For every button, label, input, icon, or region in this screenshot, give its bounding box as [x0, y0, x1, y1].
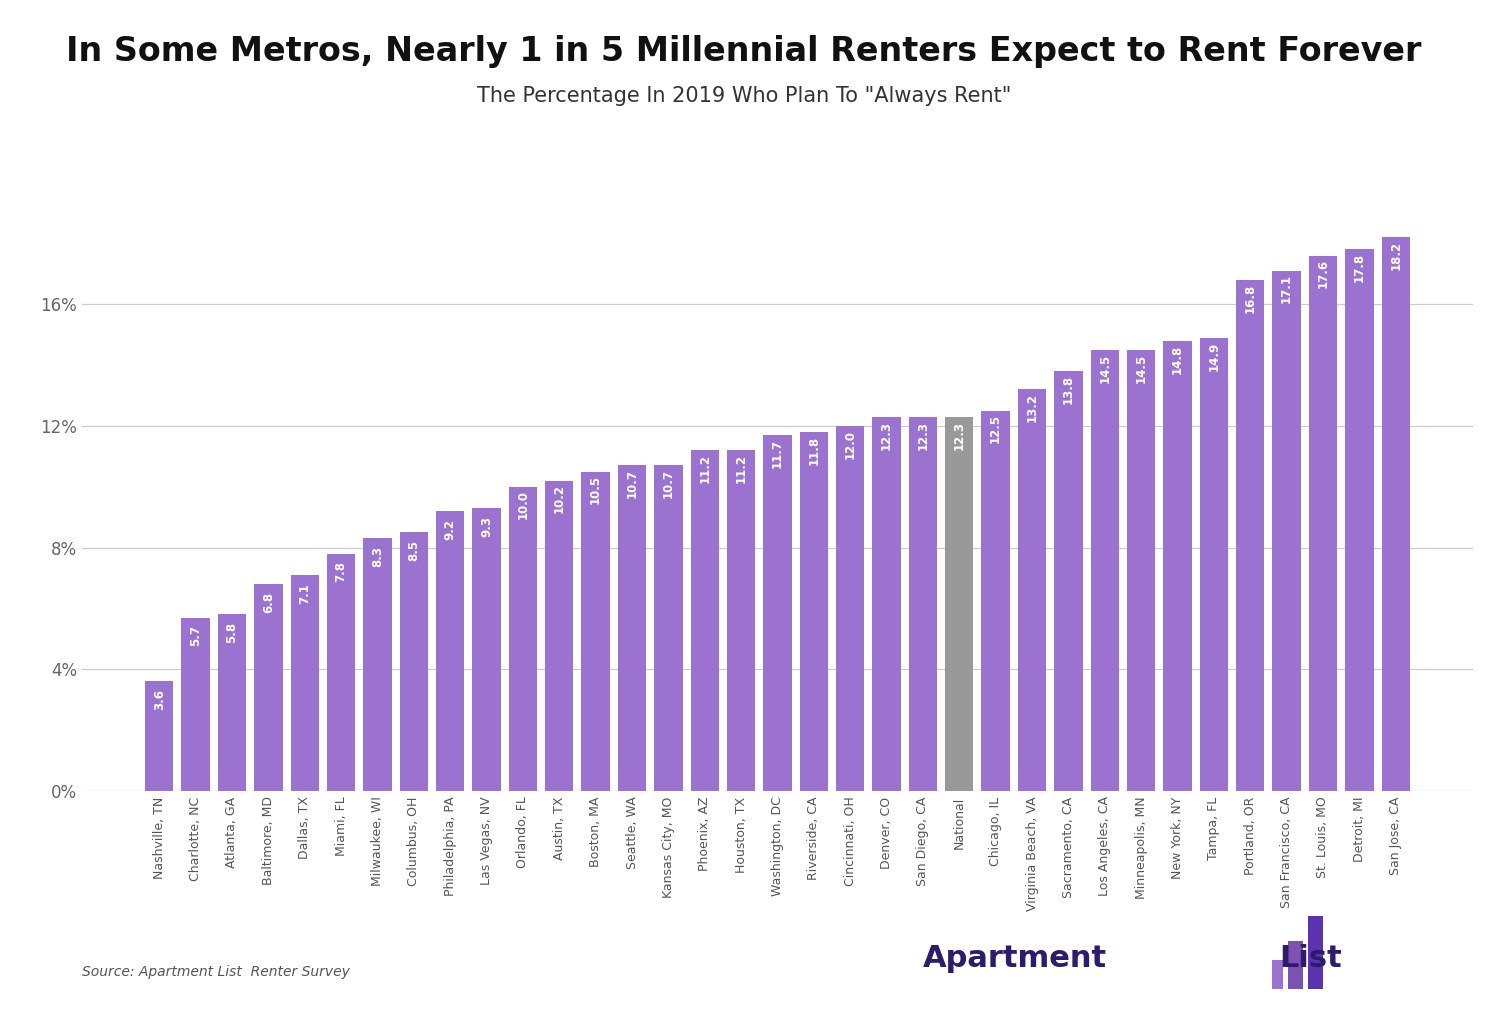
Bar — [1268, 960, 1283, 989]
Bar — [1054, 371, 1083, 791]
Text: 13.8: 13.8 — [1062, 375, 1074, 404]
Text: 8.3: 8.3 — [371, 547, 384, 567]
Bar — [1272, 271, 1301, 791]
Text: 6.8: 6.8 — [262, 592, 275, 612]
Bar — [1018, 389, 1046, 791]
Bar — [1381, 237, 1411, 791]
Text: 14.8: 14.8 — [1171, 345, 1184, 373]
Text: 18.2: 18.2 — [1390, 241, 1402, 270]
Bar — [545, 481, 573, 791]
Text: List: List — [1280, 944, 1342, 973]
Bar — [327, 554, 356, 791]
Bar — [690, 450, 719, 791]
Text: 10.7: 10.7 — [625, 469, 638, 498]
Bar — [909, 417, 937, 791]
Bar — [728, 450, 756, 791]
Text: 11.2: 11.2 — [698, 454, 711, 483]
Bar — [1308, 917, 1323, 989]
Bar — [655, 465, 683, 791]
Text: 11.2: 11.2 — [735, 454, 747, 483]
Bar — [799, 432, 827, 791]
Bar — [763, 435, 792, 791]
Bar — [509, 487, 537, 791]
Bar — [436, 511, 464, 791]
Bar — [1237, 280, 1265, 791]
Bar — [182, 618, 210, 791]
Bar — [618, 465, 646, 791]
Text: Source: Apartment List  Renter Survey: Source: Apartment List Renter Survey — [82, 964, 350, 979]
Bar — [400, 532, 429, 791]
Text: 12.3: 12.3 — [952, 421, 966, 449]
Bar — [1289, 941, 1303, 989]
Text: 5.8: 5.8 — [226, 623, 238, 643]
Text: 12.5: 12.5 — [990, 415, 1003, 443]
Text: 10.7: 10.7 — [662, 469, 676, 498]
Text: 9.3: 9.3 — [481, 516, 493, 536]
Bar — [1164, 341, 1192, 791]
Bar — [982, 411, 1010, 791]
Bar — [146, 681, 174, 791]
Bar — [1126, 350, 1155, 791]
Text: 10.2: 10.2 — [552, 485, 565, 513]
Text: 11.7: 11.7 — [771, 439, 784, 467]
Bar — [836, 426, 865, 791]
Bar — [254, 584, 283, 791]
Bar — [1199, 338, 1228, 791]
Text: 7.1: 7.1 — [298, 583, 311, 603]
Text: 8.5: 8.5 — [408, 540, 420, 561]
Text: 12.3: 12.3 — [879, 421, 893, 449]
Text: 5.7: 5.7 — [189, 626, 202, 646]
Text: 7.8: 7.8 — [335, 562, 348, 582]
Text: 17.6: 17.6 — [1317, 260, 1329, 288]
Text: 16.8: 16.8 — [1244, 284, 1257, 312]
Bar — [363, 538, 391, 791]
Bar — [945, 417, 973, 791]
Text: Apartment: Apartment — [923, 944, 1107, 973]
Bar — [472, 508, 501, 791]
Text: 14.5: 14.5 — [1098, 354, 1112, 382]
Text: 14.9: 14.9 — [1207, 342, 1220, 370]
Text: 12.0: 12.0 — [844, 430, 857, 458]
Bar — [1309, 256, 1338, 791]
Text: 9.2: 9.2 — [443, 519, 457, 539]
Text: 17.8: 17.8 — [1353, 254, 1366, 282]
Bar — [1091, 350, 1119, 791]
Text: 17.1: 17.1 — [1280, 275, 1293, 303]
Bar — [217, 614, 246, 791]
Bar — [1345, 249, 1373, 791]
Text: 10.5: 10.5 — [589, 476, 603, 504]
Text: 14.5: 14.5 — [1135, 354, 1147, 382]
Bar — [872, 417, 900, 791]
Text: 12.3: 12.3 — [917, 421, 930, 449]
Text: 13.2: 13.2 — [1025, 393, 1039, 422]
Text: 11.8: 11.8 — [808, 436, 820, 464]
Text: In Some Metros, Nearly 1 in 5 Millennial Renters Expect to Rent Forever: In Some Metros, Nearly 1 in 5 Millennial… — [67, 35, 1421, 69]
Bar — [582, 472, 610, 791]
Text: 10.0: 10.0 — [516, 491, 530, 519]
Bar — [290, 575, 318, 791]
Text: The Percentage In 2019 Who Plan To "Always Rent": The Percentage In 2019 Who Plan To "Alwa… — [476, 86, 1012, 106]
Text: 3.6: 3.6 — [153, 690, 165, 710]
